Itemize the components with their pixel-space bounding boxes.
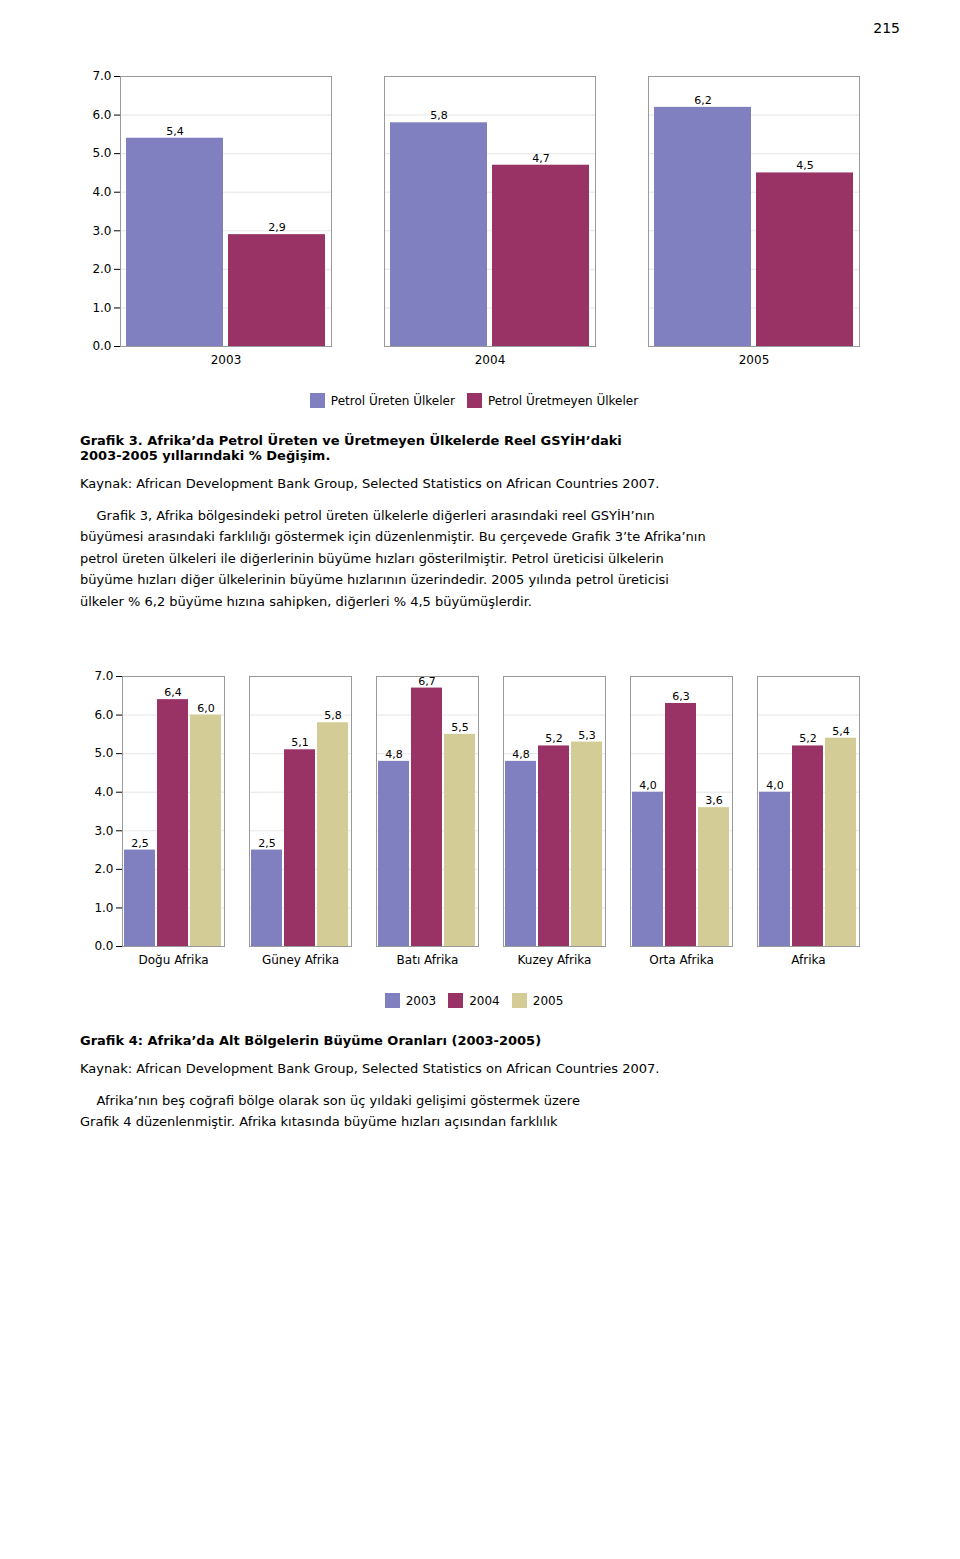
html-text:215: 215 xyxy=(873,20,900,36)
html-text:2005: 2005 xyxy=(532,993,564,1008)
html-text:petrol üreten ülkeleri ile diğ: petrol üreten ülkeleri ile diğerlerinin … xyxy=(80,550,664,566)
html-text:ülkeler % 6,2 büyüme hızına sa: ülkeler % 6,2 büyüme hızına sahipken, di… xyxy=(80,593,532,609)
svg-text:2,5: 2,5 xyxy=(258,837,276,850)
svg-text:Güney Afrika: Güney Afrika xyxy=(262,953,339,967)
svg-text:Afrika: Afrika xyxy=(791,953,825,967)
svg-text:6,3: 6,3 xyxy=(672,690,690,703)
svg-text:Kuzey Afrika: Kuzey Afrika xyxy=(518,953,592,967)
svg-text:5,2: 5,2 xyxy=(799,733,817,746)
html-text:2003: 2003 xyxy=(405,993,437,1008)
html-text:Grafik 3. Afrika’da Petrol Üre: Grafik 3. Afrika’da Petrol Üreten ve Üre… xyxy=(80,433,622,463)
html-text:Grafik 3, Afrika bölgesindeki: Grafik 3, Afrika bölgesindeki petrol üre… xyxy=(80,507,655,523)
svg-text:6,7: 6,7 xyxy=(418,674,436,688)
svg-text:1.0: 1.0 xyxy=(94,901,113,915)
svg-text:6,0: 6,0 xyxy=(197,702,215,715)
svg-text:6.0: 6.0 xyxy=(92,108,111,122)
svg-text:5,3: 5,3 xyxy=(578,729,596,742)
svg-text:3.0: 3.0 xyxy=(92,224,111,238)
svg-text:2.0: 2.0 xyxy=(94,862,113,876)
svg-text:6,4: 6,4 xyxy=(164,686,182,699)
svg-text:3,6: 3,6 xyxy=(705,794,723,807)
svg-text:5.0: 5.0 xyxy=(94,747,113,761)
html-text:büyüme hızları diğer ülkelerin: büyüme hızları diğer ülkelerinin büyüme … xyxy=(80,572,669,588)
html-text:Petrol Üreten Ülkeler: Petrol Üreten Ülkeler xyxy=(330,393,455,408)
svg-text:0.0: 0.0 xyxy=(92,339,111,353)
svg-text:4.0: 4.0 xyxy=(92,185,111,199)
svg-text:4,8: 4,8 xyxy=(512,748,530,761)
svg-text:4,7: 4,7 xyxy=(532,152,550,165)
svg-text:2005: 2005 xyxy=(739,353,770,367)
html-text:2004: 2004 xyxy=(469,993,500,1008)
svg-text:4.0: 4.0 xyxy=(94,785,113,799)
svg-text:4,0: 4,0 xyxy=(766,779,784,792)
svg-text:Batı Afrika: Batı Afrika xyxy=(397,953,459,967)
svg-text:0.0: 0.0 xyxy=(94,940,113,954)
html-text:Petrol Üretmeyen Ülkeler: Petrol Üretmeyen Ülkeler xyxy=(487,393,639,408)
svg-text:6.0: 6.0 xyxy=(94,708,113,722)
svg-text:2,5: 2,5 xyxy=(131,837,149,850)
svg-text:5,4: 5,4 xyxy=(832,725,850,738)
svg-text:2003: 2003 xyxy=(211,353,242,367)
svg-text:5,1: 5,1 xyxy=(291,737,309,750)
svg-text:Orta Afrika: Orta Afrika xyxy=(649,953,714,967)
html-text:Kaynak: African Development Ba: Kaynak: African Development Bank Group, … xyxy=(80,476,660,491)
svg-text:5,8: 5,8 xyxy=(430,109,448,122)
svg-text:1.0: 1.0 xyxy=(92,301,111,315)
svg-text:2.0: 2.0 xyxy=(92,262,111,276)
svg-text:4,5: 4,5 xyxy=(796,159,814,172)
svg-text:5,4: 5,4 xyxy=(166,125,184,138)
svg-text:6,2: 6,2 xyxy=(694,94,712,107)
svg-text:4,0: 4,0 xyxy=(639,779,657,792)
svg-text:7.0: 7.0 xyxy=(92,69,111,83)
svg-text:7.0: 7.0 xyxy=(94,670,113,684)
html-text:büyümesi arasındaki farklılığı: büyümesi arasındaki farklılığı göstermek… xyxy=(80,529,706,545)
svg-text:4,8: 4,8 xyxy=(385,748,403,761)
html-text:Grafik 4: Afrika’da Alt Bölgel: Grafik 4: Afrika’da Alt Bölgelerin Büyüm… xyxy=(80,1033,542,1049)
html-text:Afrika’nın beş coğrafi bölge o: Afrika’nın beş coğrafi bölge olarak son … xyxy=(80,1092,580,1108)
svg-text:5,5: 5,5 xyxy=(451,721,469,734)
svg-text:5,8: 5,8 xyxy=(324,710,342,723)
html-text:Grafik 4 düzenlenmiştir. Afrik: Grafik 4 düzenlenmiştir. Afrika kıtasınd… xyxy=(80,1114,558,1130)
svg-text:2,9: 2,9 xyxy=(268,221,286,234)
svg-text:2004: 2004 xyxy=(475,353,506,367)
svg-text:Doğu Afrika: Doğu Afrika xyxy=(139,953,209,967)
svg-text:5,2: 5,2 xyxy=(545,733,563,746)
svg-text:5.0: 5.0 xyxy=(92,146,111,160)
svg-text:3.0: 3.0 xyxy=(94,824,113,838)
html-text:Kaynak: African Development Ba: Kaynak: African Development Bank Group, … xyxy=(80,1061,660,1077)
